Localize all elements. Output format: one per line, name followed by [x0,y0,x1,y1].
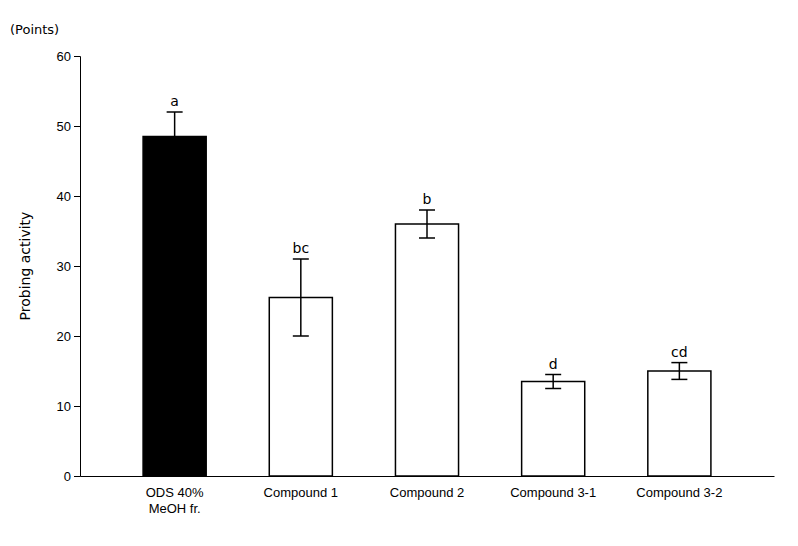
y-tick-label: 0 [64,469,71,484]
marks [143,112,711,476]
y-tick-label: 20 [57,329,71,344]
x-tick-label-line: MeOH fr. [149,501,201,516]
y-tick-mark [74,476,80,477]
y-tick-mark [74,56,80,57]
y-tick-mark [74,126,80,127]
x-tick-label-line: Compound 3-1 [510,485,596,500]
error-bar-cap [293,258,309,260]
y-tick: 10 [57,399,80,414]
significance-label: bc [293,240,310,256]
significance-label: b [423,191,432,207]
y-axis-title: Probing activity [17,212,33,321]
error-bar-stem [300,259,302,336]
x-tick: Compound 2 [390,476,464,500]
significance-labels: a bc b d cd [170,93,687,372]
error-bar-stem [679,363,681,380]
error-bar-cap [419,209,435,211]
significance-label: a [170,93,179,109]
x-tick-label: Compound 3-1 [510,485,596,500]
error-bar-stem [174,112,176,161]
error-bar-cap [545,388,561,390]
y-tick: 30 [57,259,80,274]
x-tick: Compound 1 [264,476,338,500]
y-tick-label: 60 [57,49,71,64]
x-tick-label-line: ODS 40% [146,485,204,500]
x-axis: ODS 40%MeOH fr. Compound 1 Compound 2 Compo… [81,476,775,516]
x-tick-label: Compound 1 [264,485,338,500]
error-bar [671,363,687,380]
error-bar-cap [167,160,183,162]
error-bar-cap [419,237,435,239]
y-tick-mark [74,266,80,267]
x-tick: Compound 3-2 [636,476,722,500]
error-bar-cap [545,374,561,376]
y-tick: 60 [57,49,80,64]
error-bar [545,375,561,389]
y-axis-line [74,57,81,477]
plot-area: 0 10 20 30 40 50 60 ODS 40%MeOH fr. Compound 1 Co… [10,22,775,516]
y-tick: 40 [57,189,80,204]
significance-label: d [549,356,558,372]
x-tick-label: Compound 3-2 [636,485,722,500]
y-tick-mark [74,196,80,197]
error-bar-cap [671,362,687,364]
y-tick: 50 [57,119,80,134]
y-axis-units: (Points) [10,22,59,37]
x-tick: ODS 40%MeOH fr. [146,476,204,516]
y-tick-mark [74,406,80,407]
x-tick-label: Compound 2 [390,485,464,500]
bar [522,382,585,477]
error-bar [419,210,435,238]
bar [648,371,711,476]
chart-container: 0 10 20 30 40 50 60 ODS 40%MeOH fr. Compound 1 Co… [0,0,798,546]
x-axis-line [81,476,775,477]
y-tick-label: 50 [57,119,71,134]
y-tick-label: 10 [57,399,71,414]
x-tick-label-line: Compound 3-2 [636,485,722,500]
y-tick-mark [74,336,80,337]
y-tick-label: 30 [57,259,71,274]
x-tick-label: ODS 40%MeOH fr. [146,485,204,516]
error-bar-cap [293,335,309,337]
error-bar-stem [552,375,554,389]
x-tick-label-line: Compound 1 [264,485,338,500]
y-tick: 0 [64,469,80,484]
error-bar [167,112,183,161]
error-bar [293,259,309,336]
bar [143,137,206,477]
chart-svg: 0 10 20 30 40 50 60 ODS 40%MeOH fr. Compound 1 Co… [0,0,798,546]
bar [395,224,458,476]
error-bar-cap [671,379,687,381]
x-tick-label-line: Compound 2 [390,485,464,500]
error-bar-cap [167,111,183,113]
y-tick-label: 40 [57,189,71,204]
error-bar-stem [426,210,428,238]
y-tick: 20 [57,329,80,344]
significance-label: cd [671,344,688,360]
y-axis: 0 10 20 30 40 50 60 [57,49,81,484]
x-tick: Compound 3-1 [510,476,596,500]
